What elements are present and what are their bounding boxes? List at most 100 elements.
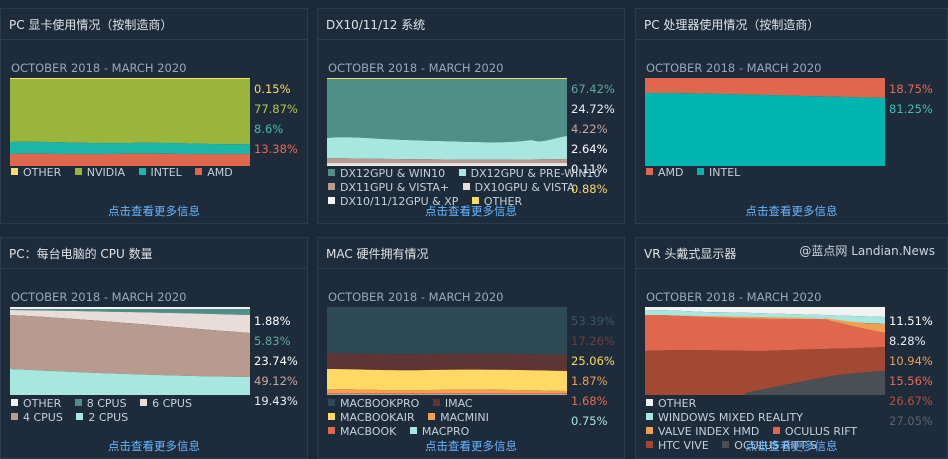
- legend-dx12-win10: DX12GPU & WIN10: [328, 167, 445, 181]
- value-dx10-vista: 2.64%: [571, 142, 608, 156]
- period-label: OCTOBER 2018 - MARCH 2020: [646, 290, 822, 304]
- stacked-area-chart: [10, 307, 250, 395]
- swatch: [195, 168, 203, 175]
- swatch: [722, 441, 730, 448]
- panel-vr-headsets: VR 头戴式显示器 OCTOBER 2018 - MARCH 2020 11.5…: [635, 237, 948, 459]
- value-dx12-win10: 67.42%: [571, 82, 615, 96]
- period-label: OCTOBER 2018 - MARCH 2020: [328, 290, 504, 304]
- title-divider: [636, 268, 947, 269]
- panel-title: VR 头戴式显示器: [644, 247, 737, 261]
- swatch: [328, 413, 335, 420]
- value-dx11-vista: 4.22%: [571, 122, 608, 136]
- swatch: [328, 427, 335, 434]
- value-other: 11.51%: [889, 314, 933, 328]
- panel-gpu-manufacturer: PC 显卡使用情况（按制造商） OCTOBER 2018 - MARCH 202…: [0, 8, 308, 224]
- value-intel: 8.6%: [254, 122, 284, 136]
- value-intel: 81.25%: [889, 102, 933, 116]
- value-htc-vive: 26.67%: [889, 394, 933, 408]
- area-dx12-prewin10: [327, 136, 567, 160]
- legend-htc-vive: HTC VIVE: [646, 439, 709, 453]
- more-info-link[interactable]: 点击查看更多信息: [745, 204, 838, 218]
- legend-macbookair: MACBOOKAIR: [328, 411, 415, 425]
- legend-6cpus: 6 CPUS: [140, 397, 192, 411]
- legend-amd: AMD: [646, 166, 684, 180]
- panel-cpu-manufacturer: PC 处理器使用情况（按制造商） OCTOBER 2018 - MARCH 20…: [635, 8, 948, 224]
- legend-valve-index: VALVE INDEX HMD: [646, 425, 759, 439]
- period-label: OCTOBER 2018 - MARCH 2020: [646, 61, 822, 75]
- stacked-area-chart: [327, 307, 567, 395]
- area-2cpus: [10, 369, 250, 395]
- swatch: [138, 168, 146, 175]
- legend: OTHER 8 CPUS 6 CPUS 4 CPUS 2 CPUS: [11, 397, 202, 425]
- period-label: OCTOBER 2018 - MARCH 2020: [11, 61, 187, 75]
- value-other: 0.88%: [571, 182, 608, 196]
- title-divider: [1, 39, 307, 40]
- value-imac: 17.26%: [571, 334, 615, 348]
- swatch: [462, 183, 470, 190]
- swatch: [328, 399, 335, 406]
- area-other: [645, 307, 885, 317]
- area-6cpus: [10, 310, 250, 333]
- legend-other: OTHER: [471, 195, 522, 209]
- title-divider: [318, 268, 624, 269]
- panel-dx-systems: DX10/11/12 系统 OCTOBER 2018 - MARCH 2020 …: [317, 8, 625, 224]
- swatch: [646, 441, 653, 448]
- legend-4cpus: 4 CPUS: [11, 411, 63, 425]
- more-info-link[interactable]: 点击查看更多信息: [425, 204, 517, 218]
- legend-other: OTHER: [11, 397, 61, 411]
- legend-intel: INTEL: [138, 166, 182, 180]
- value-6cpus: 23.74%: [254, 354, 298, 368]
- value-oculus-rift-s: 27.05%: [889, 414, 933, 428]
- legend: MACBOOKPRO IMAC MACBOOKAIR MACMINI MACBO…: [328, 397, 499, 439]
- value-dx12-prewin10: 24.72%: [571, 102, 615, 116]
- area-intel: [645, 93, 885, 166]
- legend-macmini: MACMINI: [428, 411, 489, 425]
- legend-intel: INTEL: [697, 166, 740, 180]
- area-amd: [645, 78, 885, 98]
- panel-title: PC 处理器使用情况（按制造商）: [644, 18, 820, 32]
- panel-title: PC 显卡使用情况（按制造商）: [9, 18, 173, 32]
- legend-oculus-rift: OCULUS RIFT: [772, 425, 857, 439]
- legend-2cpus: 2 CPUS: [76, 411, 128, 425]
- legend-macbook: MACBOOK: [328, 425, 396, 439]
- area-intel: [10, 141, 250, 155]
- swatch: [11, 168, 18, 175]
- legend: AMD INTEL: [646, 166, 750, 180]
- period-label: OCTOBER 2018 - MARCH 2020: [11, 290, 187, 304]
- watermark: @蓝点网 Landian.News: [795, 240, 939, 261]
- swatch: [140, 399, 148, 406]
- more-info-link[interactable]: 点击查看更多信息: [425, 439, 517, 453]
- value-amd: 18.75%: [889, 82, 933, 96]
- swatch: [328, 169, 335, 176]
- value-macbook: 1.68%: [571, 394, 608, 408]
- area-dx11-vista: [327, 158, 567, 163]
- area-dx10-vista: [327, 163, 567, 165]
- value-8cpus: 5.83%: [254, 334, 291, 348]
- value-macbookair: 25.06%: [571, 354, 615, 368]
- swatch: [432, 399, 440, 406]
- swatch: [74, 399, 82, 406]
- legend: DX12GPU & WIN10 DX12GPU & PRE-WIN10 DX11…: [328, 167, 611, 209]
- swatch: [772, 427, 780, 434]
- more-info-link[interactable]: 点击查看更多信息: [108, 204, 200, 218]
- legend-macpro: MACPRO: [409, 425, 469, 439]
- more-info-link[interactable]: 点击查看更多信息: [745, 439, 838, 453]
- value-other: 0.15%: [254, 82, 291, 96]
- more-info-link[interactable]: 点击查看更多信息: [108, 439, 200, 453]
- legend: OTHER NVIDIA INTEL AMD: [11, 166, 243, 180]
- value-4cpus: 49.12%: [254, 374, 298, 388]
- legend-macbookpro: MACBOOKPRO: [328, 397, 419, 411]
- area-macbookair: [327, 369, 567, 391]
- swatch: [328, 197, 335, 204]
- area-htc-vive: [645, 347, 885, 395]
- legend-other: OTHER: [11, 166, 61, 180]
- area-macpro: [327, 394, 567, 395]
- value-xp: 0.11%: [571, 162, 608, 176]
- panel-cpu-cores: PC：每台电脑的 CPU 数量 OCTOBER 2018 - MARCH 202…: [0, 237, 308, 459]
- value-macbookpro: 53.39%: [571, 314, 615, 328]
- legend-dx11-vista: DX11GPU & VISTA+: [328, 181, 449, 195]
- title-divider: [1, 268, 307, 269]
- value-other: 1.88%: [254, 314, 291, 328]
- area-amd: [10, 153, 250, 166]
- value-oculus-rift: 15.56%: [889, 374, 933, 388]
